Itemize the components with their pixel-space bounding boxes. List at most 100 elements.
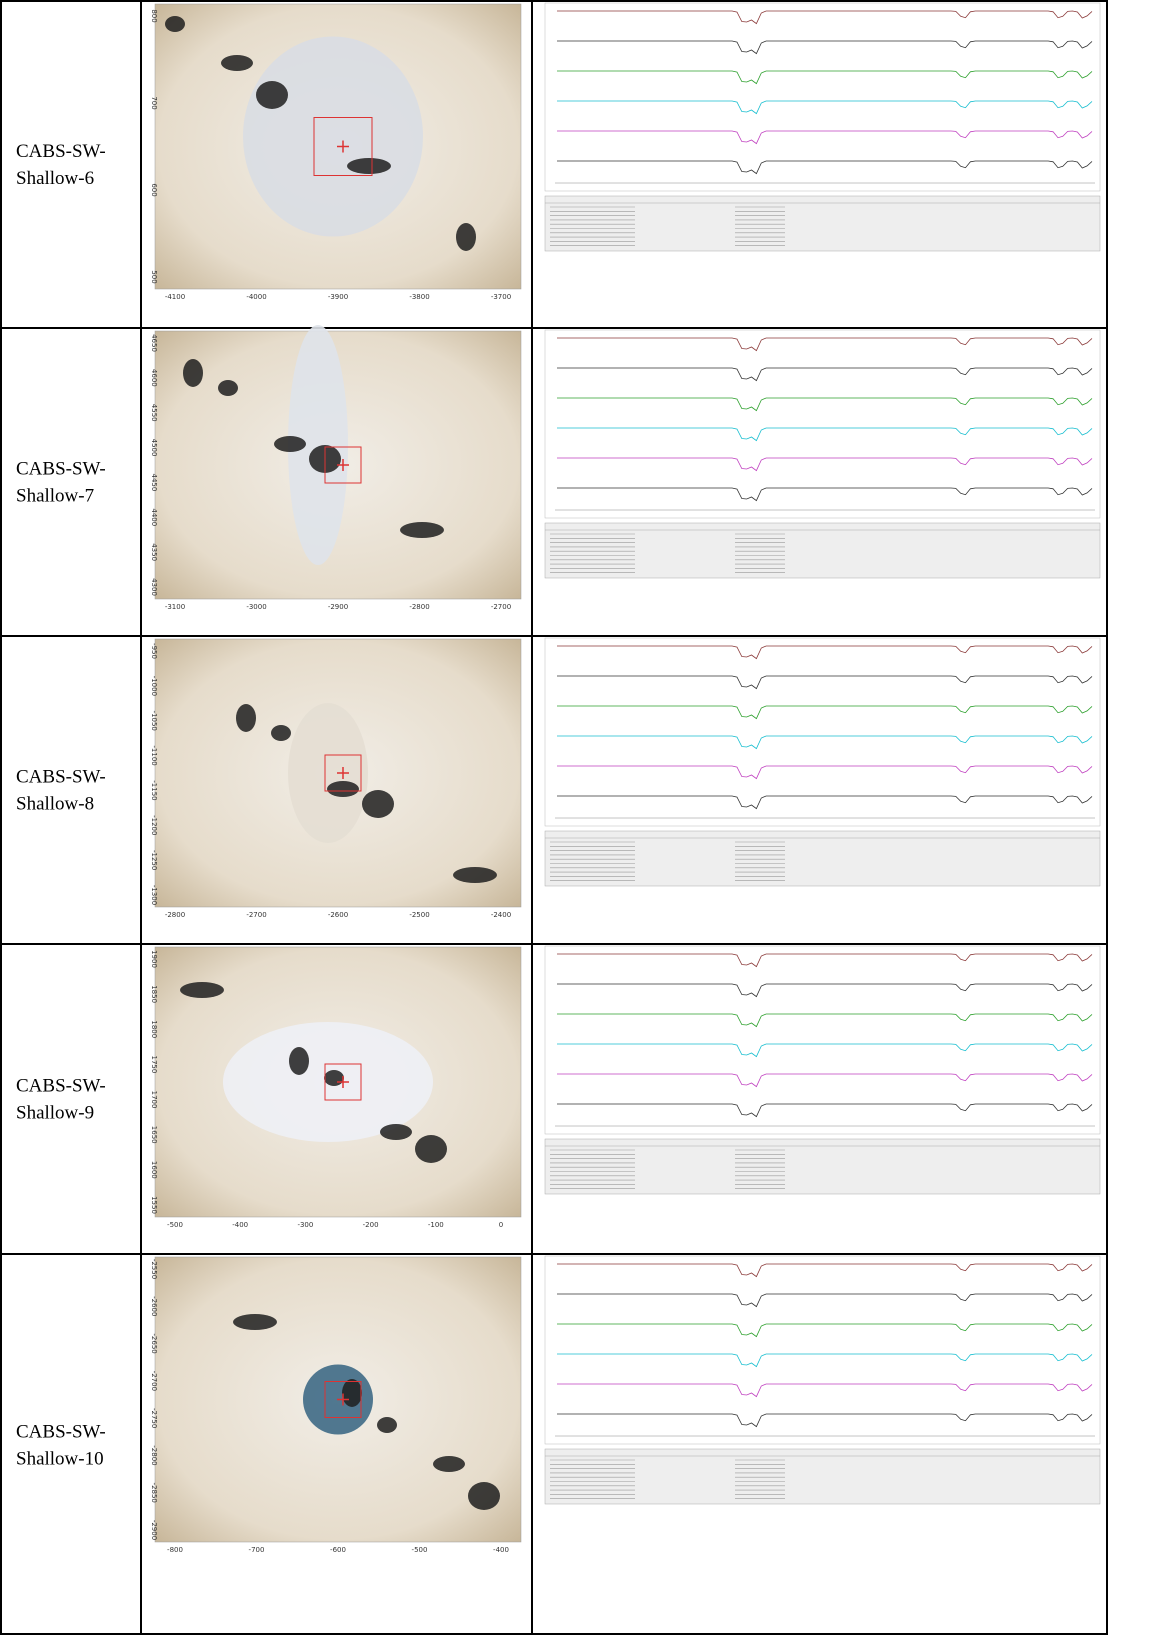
- spectrum-trace: [557, 70, 1093, 85]
- spectrum-panel: [544, 329, 1101, 519]
- dark-grain: [256, 81, 288, 109]
- y-tick-label: -1250: [150, 850, 158, 870]
- spectrum-trace: [557, 40, 1093, 55]
- spectrum-trace: [557, 10, 1093, 25]
- y-tick-label: 4450: [150, 474, 158, 492]
- spectrum-trace: [557, 367, 1093, 382]
- y-tick-label: 4350: [150, 543, 158, 561]
- y-tick-label: -1150: [150, 780, 158, 800]
- spectrum-trace: [557, 160, 1093, 175]
- crosshair: [337, 767, 349, 779]
- y-tick-label: 1850: [150, 985, 158, 1003]
- crosshair: [337, 459, 349, 471]
- spectrum-trace: [557, 1293, 1093, 1308]
- dark-grain: [347, 158, 391, 174]
- spectrum-trace: [557, 337, 1093, 352]
- y-tick-label: -2700: [150, 1371, 158, 1391]
- x-tick-label: -2800: [165, 911, 185, 919]
- spectrum-trace: [557, 953, 1093, 968]
- y-tick-label: 1550: [150, 1196, 158, 1214]
- spectrum-panel: [544, 637, 1101, 827]
- sample-name: CABS-SW-: [16, 459, 106, 480]
- match-table: [544, 1138, 1101, 1195]
- dark-grain: [324, 1070, 344, 1086]
- dark-grain: [342, 1379, 362, 1407]
- y-tick-label: -950: [150, 643, 158, 659]
- spectrum-trace: [557, 457, 1093, 472]
- x-tick-label: -2800: [409, 603, 429, 611]
- sample-name: CABS-SW-: [16, 767, 106, 788]
- x-tick-label: -3100: [165, 603, 185, 611]
- dark-grain: [233, 1314, 277, 1330]
- x-tick-label: -2700: [246, 911, 266, 919]
- spectrum-panel: [544, 1255, 1101, 1445]
- spectrum-trace: [557, 1413, 1093, 1428]
- match-table: [544, 522, 1101, 579]
- target-box: [324, 446, 362, 484]
- x-tick-label: -500: [412, 1546, 428, 1554]
- spectrum-trace: [557, 675, 1093, 690]
- y-tick-label: 600: [150, 183, 158, 196]
- spectrum-trace: [557, 1013, 1093, 1028]
- x-tick-label: -3900: [328, 293, 348, 301]
- y-tick-label: 700: [150, 96, 158, 109]
- match-table: [544, 1448, 1101, 1505]
- spectrum-trace: [557, 100, 1093, 115]
- x-tick-label: -2900: [328, 603, 348, 611]
- spectrum-trace: [557, 1353, 1093, 1368]
- y-tick-label: -2600: [150, 1296, 158, 1316]
- x-tick-label: -2600: [328, 911, 348, 919]
- y-tick-label: 4500: [150, 439, 158, 457]
- x-tick-label: -700: [249, 1546, 265, 1554]
- y-tick-label: 1750: [150, 1056, 158, 1074]
- spectrum-trace: [557, 1043, 1093, 1058]
- spectrum-trace: [557, 487, 1093, 502]
- y-tick-label: -1000: [150, 676, 158, 696]
- y-tick-label: -1300: [150, 885, 158, 905]
- y-tick-label: 4400: [150, 508, 158, 526]
- y-tick-label: 4650: [150, 334, 158, 352]
- y-tick-label: -2800: [150, 1445, 158, 1465]
- x-tick-label: -3000: [246, 603, 266, 611]
- spectrum-trace: [557, 397, 1093, 412]
- dark-grain: [180, 982, 224, 998]
- sample-name: CABS-SW-: [16, 141, 106, 162]
- x-tick-label: -300: [297, 1221, 313, 1229]
- x-tick-label: -2400: [491, 911, 511, 919]
- dark-grain: [377, 1417, 397, 1433]
- x-tick-label: -600: [330, 1546, 346, 1554]
- sample-name: Shallow-9: [16, 1103, 94, 1124]
- dark-grain: [218, 380, 238, 396]
- x-tick-label: -800: [167, 1546, 183, 1554]
- dark-grain: [456, 223, 476, 251]
- dark-grain: [400, 522, 444, 538]
- spectrum-trace: [557, 705, 1093, 720]
- crosshair: [337, 1393, 349, 1406]
- x-tick-label: 0: [499, 1221, 503, 1229]
- x-tick-label: -2700: [491, 603, 511, 611]
- y-tick-label: -1100: [150, 745, 158, 765]
- sample-name: CABS-SW-: [16, 1422, 106, 1443]
- dark-grain: [415, 1135, 447, 1163]
- spectrum-trace: [557, 1103, 1093, 1118]
- x-tick-label: -3800: [409, 293, 429, 301]
- match-table: [544, 830, 1101, 887]
- y-tick-label: -1050: [150, 711, 158, 731]
- dark-grain: [236, 704, 256, 732]
- y-tick-label: 4300: [150, 578, 158, 596]
- spectrum-trace: [557, 1383, 1093, 1398]
- x-tick-label: -500: [167, 1221, 183, 1229]
- dark-grain: [362, 790, 394, 818]
- y-tick-label: 1900: [150, 950, 158, 968]
- y-tick-label: 4600: [150, 369, 158, 387]
- dark-grain: [433, 1456, 465, 1472]
- dark-grain: [468, 1482, 500, 1510]
- target-box: [324, 1063, 362, 1101]
- x-tick-label: -400: [493, 1546, 509, 1554]
- x-tick-label: -2500: [409, 911, 429, 919]
- dark-grain: [289, 1047, 309, 1075]
- dark-grain: [380, 1124, 412, 1140]
- x-tick-label: -400: [232, 1221, 248, 1229]
- sample-name: Shallow-10: [16, 1449, 104, 1470]
